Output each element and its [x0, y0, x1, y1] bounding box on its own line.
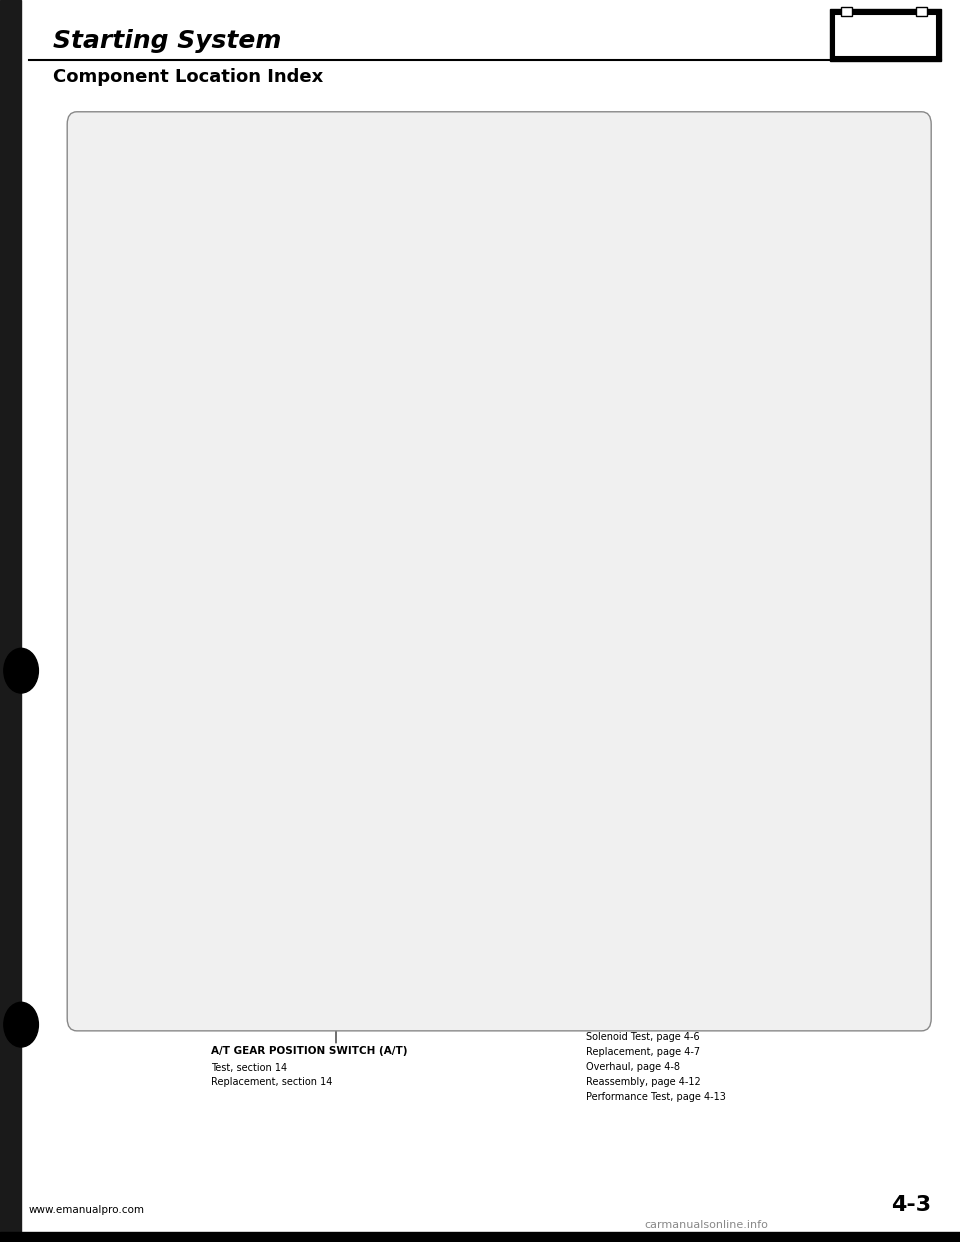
Text: www.emanualpro.com: www.emanualpro.com [29, 1205, 145, 1215]
Text: −: − [865, 40, 875, 50]
Text: Overhaul, page 4-8: Overhaul, page 4-8 [586, 1062, 680, 1072]
Polygon shape [225, 846, 755, 912]
Text: STARTER
CUT RELAY: STARTER CUT RELAY [701, 379, 764, 401]
Polygon shape [92, 433, 887, 912]
Text: +: + [903, 40, 913, 50]
Text: Test, page 4-43: Test, page 4-43 [346, 553, 420, 563]
Text: section 12: section 12 [346, 580, 396, 590]
Text: CLUTCH INTERLOCK
SWITCH (M/T): CLUTCH INTERLOCK SWITCH (M/T) [346, 525, 461, 548]
Text: Switch position adjustment,: Switch position adjustment, [346, 566, 482, 576]
Text: ENGINE: ENGINE [869, 48, 903, 58]
Text: B+: B+ [253, 668, 267, 678]
Polygon shape [180, 482, 799, 864]
Text: A/T GEAR POSITION SWITCH (A/T): A/T GEAR POSITION SWITCH (A/T) [211, 1046, 408, 1056]
Text: Test, section 23: Test, section 23 [701, 407, 777, 417]
Text: Test, section 14: Test, section 14 [211, 1063, 287, 1073]
Ellipse shape [379, 205, 688, 472]
Text: 4-3: 4-3 [891, 1195, 931, 1215]
Text: Solenoid Test, page 4-6: Solenoid Test, page 4-6 [586, 1032, 699, 1042]
Text: Test, section 23: Test, section 23 [125, 543, 201, 553]
Ellipse shape [710, 841, 887, 984]
Bar [595, 309, 658, 368]
Ellipse shape [396, 510, 441, 549]
Bar [622, 769, 710, 836]
Ellipse shape [92, 841, 269, 984]
Text: BATTERY: BATTERY [125, 525, 177, 535]
Text: Component Location Index: Component Location Index [53, 68, 324, 86]
Bar [445, 262, 622, 433]
Text: Performance Test, page 4-13: Performance Test, page 4-13 [586, 1092, 726, 1102]
Text: Reassembly, page 4-12: Reassembly, page 4-12 [586, 1077, 701, 1087]
Text: Test, page 4-5: Test, page 4-5 [586, 1017, 655, 1027]
Text: Replacement, section 14: Replacement, section 14 [211, 1077, 332, 1087]
Text: Starting System: Starting System [53, 29, 281, 53]
Text: STARTER: STARTER [586, 1000, 637, 1010]
Bar [207, 787, 772, 864]
Bar [313, 529, 666, 817]
Text: Replacement, page 4-7: Replacement, page 4-7 [586, 1047, 700, 1057]
Bar [207, 626, 313, 720]
Text: carmanualsonline.info: carmanualsonline.info [644, 1220, 768, 1230]
